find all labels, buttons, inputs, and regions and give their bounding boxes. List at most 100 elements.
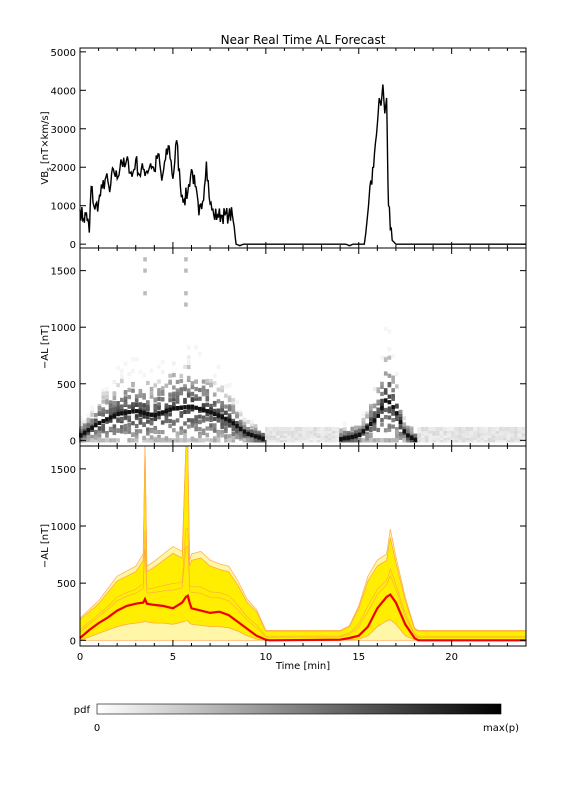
- heatmap-cell: [123, 414, 128, 419]
- heatmap-cell: [473, 429, 477, 434]
- heatmap-cell: [294, 433, 299, 438]
- y-tick-label: 1500: [51, 465, 76, 476]
- heatmap-cell: [439, 438, 444, 443]
- heatmap-cell: [502, 426, 507, 432]
- heatmap-cell: [238, 432, 243, 437]
- heatmap-ridge-cell: [231, 421, 236, 426]
- heatmap-cell: [224, 404, 228, 409]
- y-tick-label: 500: [57, 380, 76, 391]
- heatmap-cell: [101, 423, 106, 428]
- heatmap-cell: [146, 427, 150, 432]
- heatmap-cell: [220, 429, 224, 435]
- heatmap-cell: [175, 435, 180, 440]
- y-tick-label: 0: [70, 240, 76, 251]
- heatmap-cell: [235, 428, 239, 433]
- heatmap-cell: [398, 431, 403, 437]
- heatmap-cell: [450, 435, 455, 441]
- heatmap-cell: [372, 424, 377, 429]
- heatmap-cell: [435, 438, 440, 443]
- heatmap-cell: [369, 428, 373, 433]
- heatmap-cell: [279, 431, 284, 436]
- heatmap-cell: [143, 291, 147, 296]
- heatmap-cell: [328, 426, 332, 432]
- heatmap-cell: [350, 438, 355, 443]
- heatmap-cell: [402, 438, 407, 443]
- heatmap-cell: [376, 427, 381, 433]
- heatmap-cell: [146, 380, 150, 386]
- heatmap-ridge-cell: [369, 421, 373, 427]
- heatmap-cell: [212, 423, 217, 428]
- heatmap-cell: [235, 414, 239, 419]
- heatmap-cell: [179, 426, 184, 431]
- heatmap-cell: [79, 425, 83, 430]
- heatmap-ridge-cell: [402, 429, 407, 434]
- heatmap-cell: [517, 429, 522, 434]
- heatmap-cell: [175, 418, 180, 423]
- heatmap-cell: [428, 435, 433, 441]
- heatmap-cell: [324, 435, 329, 441]
- heatmap-cell: [369, 403, 373, 409]
- heatmap-cell: [108, 426, 113, 431]
- heatmap-cell: [157, 396, 161, 402]
- heatmap-cell: [391, 418, 395, 423]
- heatmap-cell: [153, 425, 158, 431]
- heatmap-cell: [443, 433, 447, 438]
- heatmap-cell: [138, 369, 143, 374]
- heatmap-cell: [290, 431, 295, 436]
- heatmap-cell: [458, 433, 462, 438]
- heatmap-cell: [93, 429, 98, 435]
- heatmap-cell: [272, 429, 276, 434]
- heatmap-cell: [335, 435, 340, 441]
- heatmap-cell: [454, 431, 459, 436]
- y-tick-label: 0: [70, 636, 76, 647]
- heatmap-cell: [324, 431, 329, 436]
- heatmap-cell: [82, 427, 87, 432]
- heatmap-cell: [186, 418, 191, 423]
- heatmap-cell: [335, 431, 340, 436]
- heatmap-cell: [205, 395, 210, 401]
- heatmap-cell: [120, 417, 124, 422]
- heatmap-cell: [432, 431, 436, 436]
- heatmap-cell: [499, 431, 503, 436]
- heatmap-cell: [246, 419, 250, 425]
- heatmap-cell: [328, 429, 332, 434]
- heatmap-ridge-cell: [220, 415, 224, 420]
- heatmap-cell: [198, 433, 202, 438]
- heatmap-cell: [127, 417, 132, 422]
- heatmap-cell: [283, 426, 288, 432]
- heatmap-ridge-cell: [350, 434, 355, 440]
- heatmap-cell: [487, 438, 492, 443]
- heatmap-cell: [198, 414, 202, 419]
- heatmap-cell: [428, 438, 433, 443]
- heatmap-cell: [153, 416, 158, 422]
- heatmap-cell: [372, 404, 377, 409]
- heatmap-cell: [157, 364, 161, 369]
- heatmap-cell: [409, 429, 414, 435]
- heatmap-cell: [272, 426, 276, 432]
- heatmap-cell: [86, 437, 91, 443]
- heatmap-cell: [287, 433, 291, 438]
- heatmap-cell: [101, 391, 106, 396]
- y-tick-label: 1000: [51, 323, 76, 334]
- heatmap-ridge-cell: [120, 411, 124, 416]
- heatmap-cell: [491, 433, 496, 438]
- heatmap-cell: [209, 423, 213, 428]
- heatmap-cell: [290, 438, 295, 443]
- heatmap-cell: [309, 431, 314, 436]
- heatmap-cell: [391, 411, 395, 416]
- heatmap-cell: [190, 397, 195, 403]
- heatmap-cell: [146, 400, 150, 405]
- x-tick-label: 20: [445, 652, 458, 663]
- y-tick-label: 4000: [51, 86, 76, 97]
- heatmap-cell: [424, 431, 429, 436]
- heatmap-cell: [108, 400, 113, 405]
- heatmap-ridge-cell: [246, 431, 250, 436]
- heatmap-cell: [324, 433, 329, 438]
- vbs-series-line: [79, 84, 526, 247]
- heatmap-cell: [123, 396, 128, 401]
- heatmap-cell: [138, 429, 143, 434]
- heatmap-cell: [287, 438, 291, 443]
- heatmap-cell: [216, 433, 221, 438]
- heatmap-cell: [149, 435, 154, 440]
- heatmap-cell: [313, 431, 317, 436]
